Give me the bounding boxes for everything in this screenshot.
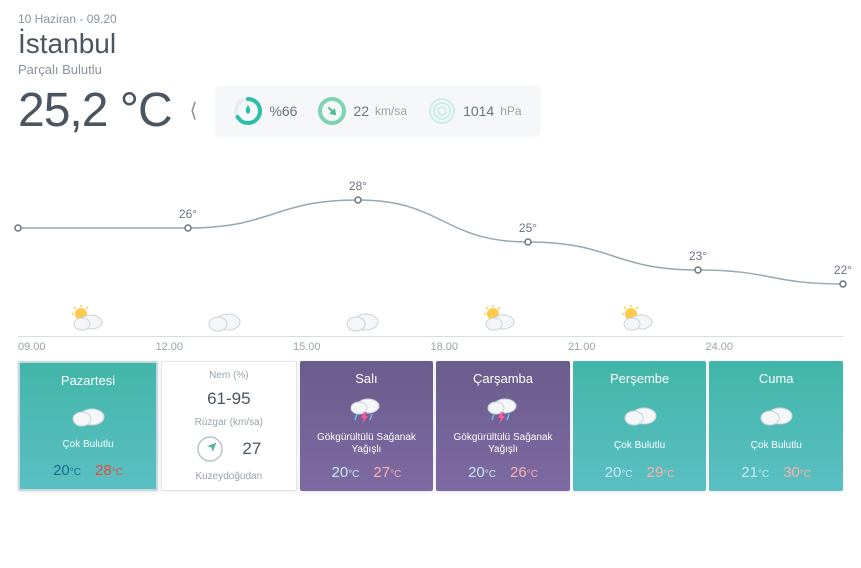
card-day: Pazartesi xyxy=(61,373,115,388)
humidity-label: Nem (%) xyxy=(209,370,248,381)
card-day: Salı xyxy=(355,371,377,386)
svg-text:23°: 23° xyxy=(689,249,707,263)
card-low: 20°C xyxy=(605,464,633,481)
forecast-card-2[interactable]: Çarşamba Gökgürültülü Sağanak Yağışlı 20… xyxy=(436,361,570,491)
cloud-icon xyxy=(619,398,661,428)
card-day: Perşembe xyxy=(610,371,669,386)
pressure-value: 1014 xyxy=(463,103,494,119)
svg-text:28°: 28° xyxy=(349,179,367,193)
wind-direction: Kuzeydoğudan xyxy=(195,471,262,482)
x-tick: 24.00 xyxy=(706,341,844,353)
pressure-ring-icon xyxy=(427,96,457,126)
hourly-temperature-chart: 26°28°25°23°22° xyxy=(18,162,843,342)
card-condition: Çok Bulutlu xyxy=(751,440,802,452)
card-day: Çarşamba xyxy=(473,371,533,386)
humidity-ring-icon xyxy=(233,96,263,126)
card-condition: Çok Bulutlu xyxy=(62,439,113,451)
forecast-card-3[interactable]: Perşembe Çok Bulutlu 20°C 29°C xyxy=(573,361,707,491)
compass-icon xyxy=(196,435,224,463)
x-tick: 09.00 xyxy=(18,341,156,353)
city-name: İstanbul xyxy=(18,28,843,60)
current-temperature: 25,2 °C xyxy=(18,83,172,138)
card-low: 20°C xyxy=(468,464,496,481)
humidity-metric: %66 xyxy=(233,96,297,126)
wind-value: 22 xyxy=(353,103,369,119)
card-high: 26°C xyxy=(510,464,538,481)
forecast-card-1[interactable]: Salı Gökgürültülü Sağanak Yağışlı 20°C 2… xyxy=(300,361,434,491)
storm-icon xyxy=(345,394,387,424)
forecast-card-0[interactable]: Pazartesi Çok Bulutlu 20°C 28°C xyxy=(18,361,158,491)
cloud-icon xyxy=(755,398,797,428)
card-day: Cuma xyxy=(759,371,794,386)
x-tick: 15.00 xyxy=(293,341,431,353)
cloud-icon xyxy=(67,399,109,429)
condition-label: Parçalı Bulutlu xyxy=(18,62,843,77)
card-low: 21°C xyxy=(741,464,769,481)
pressure-unit: hPa xyxy=(500,104,521,118)
wind-speed-detail: 27 xyxy=(242,439,261,459)
card-condition: Çok Bulutlu xyxy=(614,440,665,452)
forecast-card-4[interactable]: Cuma Çok Bulutlu 21°C 30°C xyxy=(709,361,843,491)
wind-ring-icon xyxy=(317,96,347,126)
svg-text:26°: 26° xyxy=(179,207,197,221)
card-low: 20°C xyxy=(53,462,81,479)
card-condition: Gökgürültülü Sağanak Yağışlı xyxy=(306,432,428,456)
humidity-range: 61-95 xyxy=(207,389,250,409)
storm-icon xyxy=(482,394,524,424)
chevron-left-icon[interactable]: ⟨ xyxy=(184,94,204,127)
card-high: 30°C xyxy=(783,464,811,481)
wind-metric: 22 km/sa xyxy=(317,96,407,126)
svg-text:22°: 22° xyxy=(834,263,852,277)
card-condition: Gökgürültülü Sağanak Yağışlı xyxy=(442,432,564,456)
x-tick: 18.00 xyxy=(431,341,569,353)
card-low: 20°C xyxy=(332,464,360,481)
svg-text:25°: 25° xyxy=(519,221,537,235)
card-high: 28°C xyxy=(95,462,123,479)
metrics-panel: %66 22 km/sa 1014 hPa xyxy=(215,86,539,136)
pressure-metric: 1014 hPa xyxy=(427,96,522,126)
datetime-label: 10 Haziran - 09.20 xyxy=(18,12,843,26)
forecast-detail-card: Nem (%) 61-95 Rüzgar (km/sa) 27 Kuzeydoğ… xyxy=(161,361,297,491)
wind-unit: km/sa xyxy=(375,104,407,118)
wind-label: Rüzgar (km/sa) xyxy=(195,417,263,428)
card-high: 29°C xyxy=(647,464,675,481)
card-high: 27°C xyxy=(373,464,401,481)
humidity-value: %66 xyxy=(269,103,297,119)
x-tick: 12.00 xyxy=(156,341,294,353)
x-tick: 21.00 xyxy=(568,341,706,353)
